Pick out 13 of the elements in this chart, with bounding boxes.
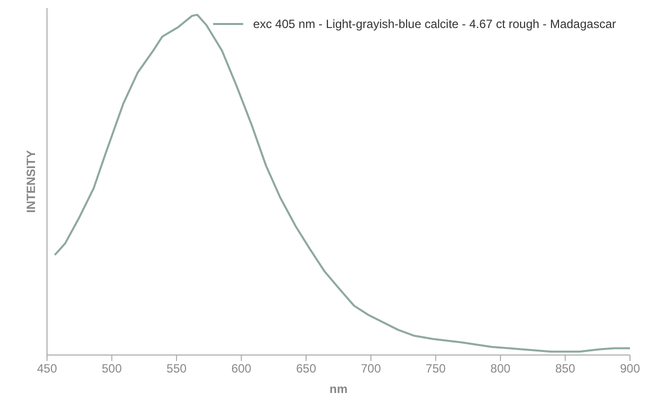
x-tick-label: 750 <box>426 362 446 376</box>
x-tick-label: 700 <box>360 362 382 376</box>
x-tick-label: 450 <box>36 362 58 376</box>
x-tick-label: 900 <box>620 362 640 376</box>
x-tick-label: 850 <box>555 362 576 376</box>
x-tick-label: 650 <box>296 362 316 376</box>
x-axis-title: nm <box>330 382 348 396</box>
x-tick-label: 550 <box>166 362 187 376</box>
legend-label: exc 405 nm - Light-grayish-blue calcite - 4.67 ct rough - Madagascar <box>253 17 616 31</box>
y-axis-title: INTENSITY <box>24 150 38 213</box>
x-tick-label: 600 <box>231 362 252 376</box>
x-tick-label: 800 <box>490 362 511 376</box>
x-tick-label: 500 <box>102 362 122 376</box>
